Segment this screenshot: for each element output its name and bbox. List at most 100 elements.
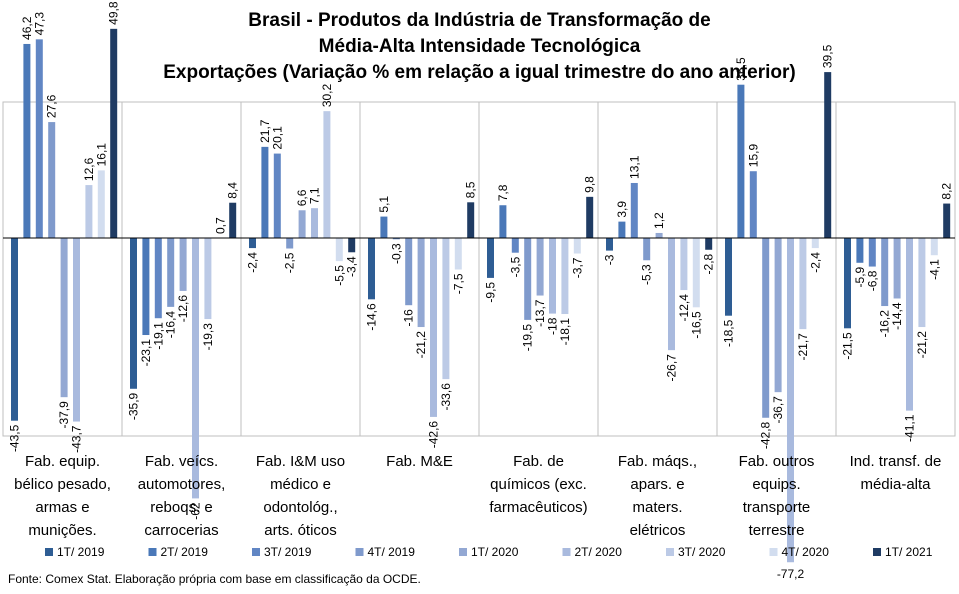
bar (737, 84, 745, 238)
bar (85, 185, 93, 238)
data-label: -4,1 (927, 259, 941, 280)
chart-title: Brasil - Produtos da Indústria de Transf… (0, 8, 959, 86)
legend-swatch (148, 548, 157, 556)
bar (298, 210, 306, 238)
data-label: -37,9 (57, 401, 71, 429)
data-label: -7,5 (451, 273, 465, 294)
bar (405, 238, 413, 306)
bar (499, 205, 507, 238)
bar (273, 153, 281, 238)
bar (881, 238, 889, 307)
bar (918, 238, 926, 328)
category-label: arts. óticos (264, 522, 337, 539)
bar (179, 238, 187, 291)
bar (192, 238, 199, 499)
bar (762, 238, 770, 418)
category-label: Fab. M&E (386, 453, 453, 470)
data-label: 7,1 (308, 187, 322, 204)
bar (454, 238, 462, 270)
bar (725, 238, 732, 316)
data-label: 0,7 (213, 217, 227, 234)
bar (856, 238, 864, 263)
category-label: Fab. outros (739, 453, 815, 470)
bar (110, 28, 118, 239)
bar (229, 202, 237, 238)
category-label: carrocerias (144, 522, 218, 539)
bar (142, 238, 150, 336)
data-label: -14,6 (365, 303, 379, 331)
bar (380, 216, 388, 238)
bar (467, 202, 475, 238)
data-label: -19,5 (521, 324, 535, 352)
bar (442, 238, 450, 380)
legend-label: 3T/ 2019 (264, 545, 312, 559)
data-label: -19,3 (201, 323, 215, 351)
data-label: -12,6 (176, 295, 190, 323)
data-label: -16 (402, 309, 416, 327)
chart-title-line-1: Brasil - Produtos da Indústria de Transf… (248, 10, 711, 31)
data-label: -6,8 (865, 270, 879, 291)
data-label: -21,2 (414, 331, 428, 359)
bar (692, 238, 700, 308)
bar (335, 238, 343, 262)
category-label: Ind. transf. de (850, 453, 942, 470)
category-label: Fab. I&M uso (256, 453, 345, 470)
bar (606, 238, 613, 251)
category-label: químicos (exc. (490, 476, 587, 493)
data-label: -36,7 (771, 396, 785, 424)
bar (311, 208, 318, 238)
legend-label: 1T/ 2021 (885, 545, 933, 559)
chart-title-line-3: Exportações (Variação % em relação a igu… (163, 62, 796, 83)
data-label: -41,1 (903, 414, 917, 442)
data-label: -0,3 (389, 243, 403, 264)
legend-swatch (873, 548, 881, 556)
bar (705, 238, 713, 250)
data-label: -42,6 (427, 421, 441, 449)
data-label: -43,5 (8, 424, 22, 452)
bar (417, 238, 425, 328)
bar (668, 238, 675, 351)
data-label: -2,4 (808, 252, 822, 273)
data-label: 30,2 (320, 83, 334, 107)
bar (323, 111, 331, 238)
data-label: 21,7 (258, 119, 272, 143)
bar (130, 238, 137, 389)
data-label: -5,5 (332, 265, 346, 286)
data-label: 7,8 (496, 184, 510, 201)
bar (893, 238, 901, 299)
bar (680, 238, 688, 291)
legend-label: 2T/ 2020 (575, 545, 623, 559)
data-label: 8,2 (940, 183, 954, 200)
data-label: -2,5 (283, 252, 297, 273)
data-label: -18 (546, 317, 560, 335)
bar (824, 72, 832, 238)
bar (167, 238, 175, 307)
data-label: 3,9 (615, 201, 629, 218)
data-label: -14,4 (890, 302, 904, 330)
legend-swatch (355, 548, 364, 556)
bar (586, 196, 594, 238)
data-label: 36,5 (734, 57, 748, 81)
data-label: -3,7 (570, 257, 584, 278)
bar (549, 238, 556, 314)
bar (749, 171, 757, 238)
source-note: Fonte: Comex Stat. Elaboração própria co… (8, 572, 421, 586)
category-label: armas e (35, 499, 89, 516)
data-label: -21,2 (915, 331, 929, 359)
bar (573, 238, 581, 254)
data-label: -13,7 (533, 299, 547, 327)
legend-label: 1T/ 2020 (471, 545, 519, 559)
bar (536, 238, 544, 296)
bar (97, 170, 105, 238)
bar (630, 182, 638, 238)
bar (774, 238, 782, 393)
data-label: -16,5 (689, 311, 703, 339)
category-label: elétricos (630, 522, 686, 539)
bar (249, 238, 256, 249)
data-label: 13,1 (627, 155, 641, 179)
data-label: 15,9 (746, 144, 760, 168)
category-label: média-alta (860, 476, 931, 493)
data-label: -2,4 (246, 252, 260, 273)
category-label: transporte (743, 499, 811, 516)
data-label: 6,6 (295, 189, 309, 206)
